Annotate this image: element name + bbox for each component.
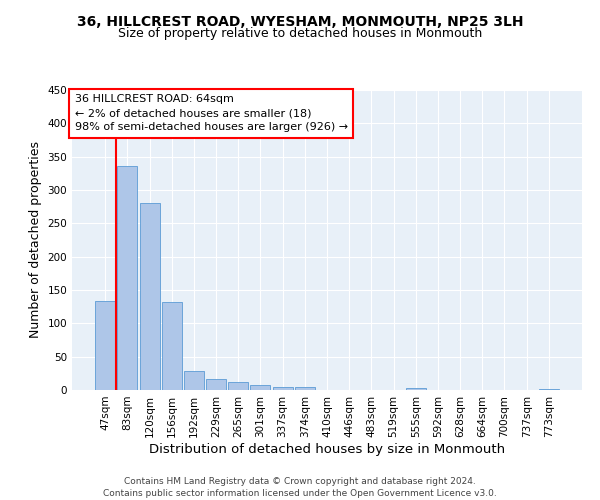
Text: Contains HM Land Registry data © Crown copyright and database right 2024.
Contai: Contains HM Land Registry data © Crown c…: [103, 476, 497, 498]
Bar: [295, 388, 315, 390]
Text: 36 HILLCREST ROAD: 64sqm
← 2% of detached houses are smaller (18)
98% of semi-de: 36 HILLCREST ROAD: 64sqm ← 2% of detache…: [74, 94, 347, 132]
Bar: [162, 302, 182, 390]
Text: Size of property relative to detached houses in Monmouth: Size of property relative to detached ho…: [118, 28, 482, 40]
Text: 36, HILLCREST ROAD, WYESHAM, MONMOUTH, NP25 3LH: 36, HILLCREST ROAD, WYESHAM, MONMOUTH, N…: [77, 15, 523, 29]
Text: Distribution of detached houses by size in Monmouth: Distribution of detached houses by size …: [149, 442, 505, 456]
Bar: [406, 388, 426, 390]
Bar: [184, 372, 204, 390]
Bar: [95, 302, 115, 390]
Bar: [206, 378, 226, 390]
Bar: [272, 386, 293, 390]
Bar: [228, 382, 248, 390]
Bar: [118, 166, 137, 390]
Bar: [140, 204, 160, 390]
Bar: [539, 388, 559, 390]
Y-axis label: Number of detached properties: Number of detached properties: [29, 142, 42, 338]
Bar: [250, 386, 271, 390]
